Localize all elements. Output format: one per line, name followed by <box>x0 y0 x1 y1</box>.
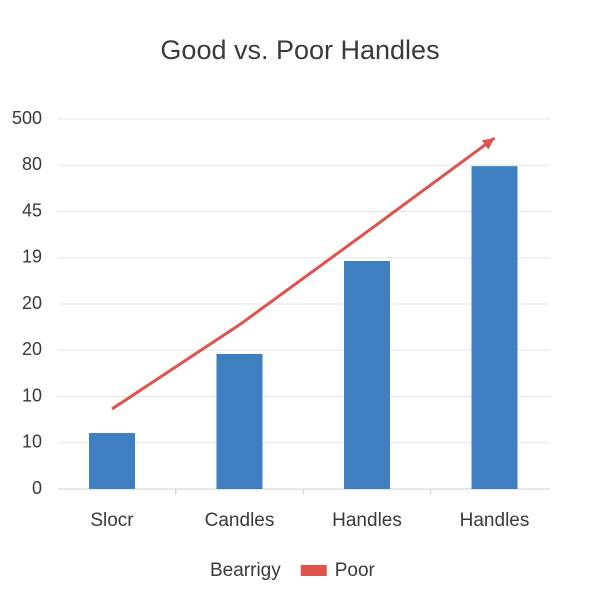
legend-swatch <box>300 565 327 576</box>
y-tick-label: 45 <box>22 200 42 220</box>
bar <box>89 433 135 489</box>
bar <box>216 353 263 489</box>
x-tick-label: Handles <box>332 510 402 531</box>
y-tick-label: 20 <box>22 293 42 313</box>
bar <box>344 260 390 489</box>
chart-title: Good vs. Poor Handles <box>160 35 439 65</box>
x-tick-label: Handles <box>460 510 530 531</box>
line <box>111 136 496 411</box>
y-tick-label: 20 <box>22 339 42 359</box>
y-tick-label: 500 <box>12 108 42 128</box>
y-tick-label: 10 <box>22 385 42 405</box>
x-tick-label: Candles <box>205 510 275 531</box>
y-tick-label: 0 <box>32 478 42 498</box>
arrow-head <box>481 137 495 150</box>
x-tick-label: Slocr <box>90 510 134 531</box>
bar <box>471 166 518 490</box>
y-tick-label: 80 <box>22 154 42 174</box>
legend-label: Poor <box>335 560 376 581</box>
y-tick-label: 19 <box>22 247 42 267</box>
legend-label: Bearrigy <box>210 560 281 581</box>
y-tick-label: 10 <box>22 432 42 452</box>
